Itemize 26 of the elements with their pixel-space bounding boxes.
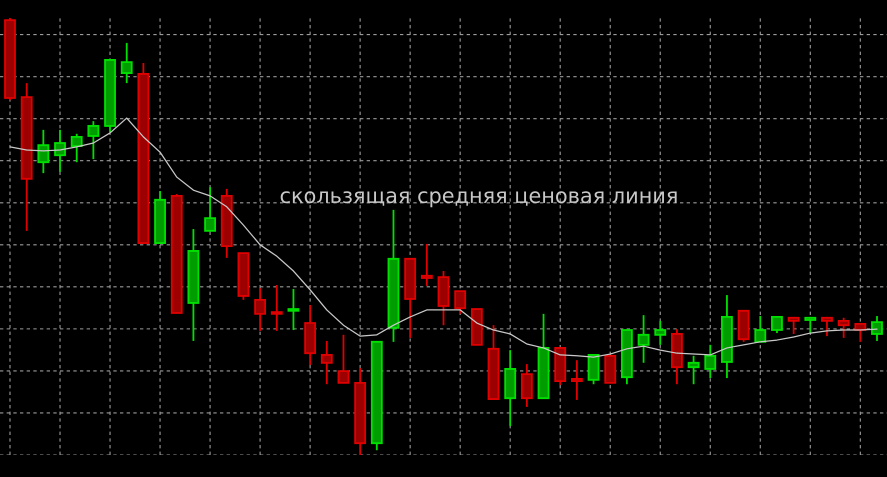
- candlestick: [804, 316, 816, 334]
- candlestick: [37, 128, 50, 174]
- candlestick: [420, 243, 433, 287]
- candlestick: [270, 284, 283, 332]
- candlestick: [788, 316, 800, 335]
- series-label: скользящая средняя ценовая линия: [280, 191, 677, 208]
- candlestick: [704, 344, 716, 379]
- candlestick: [754, 315, 766, 343]
- candlestick: [338, 334, 350, 384]
- candlestick: [120, 42, 133, 84]
- candlestick: [254, 287, 266, 332]
- candlestick: [654, 320, 666, 346]
- candlestick: [821, 316, 833, 338]
- candlestick: [87, 120, 100, 160]
- candlestick: [70, 132, 83, 164]
- candlestick: [570, 359, 583, 401]
- candlestick: [288, 288, 300, 331]
- candlestick: [54, 128, 66, 173]
- candlestick: [688, 354, 700, 386]
- candlestick: [638, 314, 650, 364]
- candlestick: [838, 316, 850, 339]
- candlestick: [771, 316, 783, 334]
- candlestick: [454, 290, 466, 315]
- candlestick: [204, 186, 216, 232]
- candlestick: [871, 315, 883, 342]
- candlestick: [320, 340, 333, 386]
